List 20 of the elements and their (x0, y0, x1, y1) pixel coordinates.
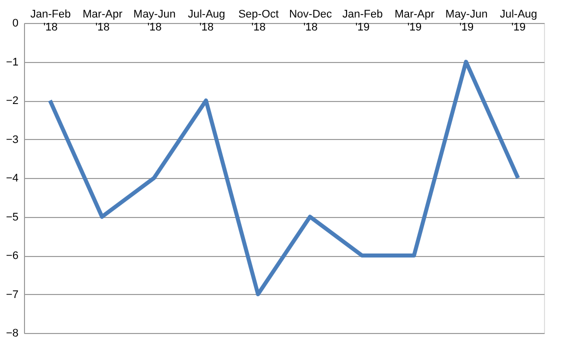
x-tick-label: Jan-Feb '19 (342, 8, 383, 34)
y-tick-label: −4 (6, 172, 18, 184)
y-tick-label: −6 (6, 250, 18, 262)
x-tick-label: Mar-Apr '19 (394, 8, 435, 34)
x-tick-label: Jul-Aug '18 (188, 8, 226, 34)
x-tick-label: Jul-Aug '19 (500, 8, 538, 34)
line-series (48, 60, 520, 296)
x-tick-label: May-Jun '18 (133, 8, 176, 34)
y-tick-label: −1 (6, 56, 18, 68)
y-tick-label: −2 (6, 95, 18, 107)
y-tick-label: −8 (6, 328, 18, 340)
x-tick-label: May-Jun '19 (445, 8, 488, 34)
x-tick-label: Mar-Apr '18 (82, 8, 123, 34)
y-tick-label: −7 (6, 288, 18, 301)
y-tick-label: −3 (6, 134, 18, 146)
x-tick-label: Sep-Oct '18 (238, 8, 279, 34)
y-tick-label: 0 (12, 18, 18, 30)
x-tick-label: Nov-Dec '18 (289, 8, 332, 34)
y-tick-label: −5 (6, 211, 18, 224)
x-tick-label: Jan-Feb '18 (30, 8, 71, 34)
